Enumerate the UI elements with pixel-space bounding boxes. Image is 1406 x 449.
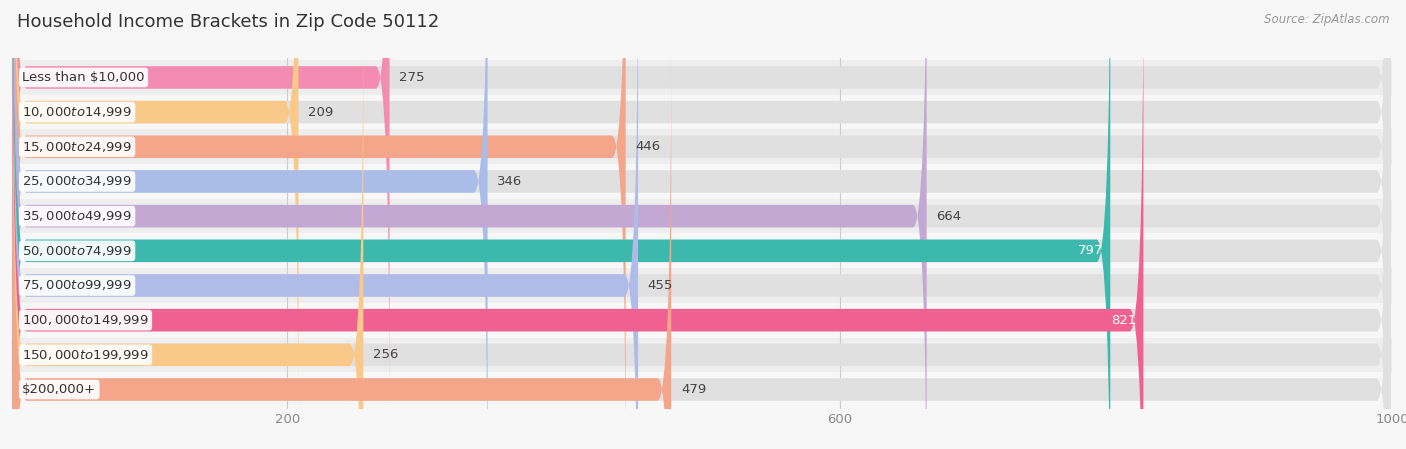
Text: 275: 275 bbox=[399, 71, 425, 84]
FancyBboxPatch shape bbox=[13, 0, 626, 449]
Bar bbox=[11, 129, 1392, 164]
Text: $15,000 to $24,999: $15,000 to $24,999 bbox=[22, 140, 132, 154]
Bar bbox=[11, 372, 1392, 407]
FancyBboxPatch shape bbox=[13, 0, 1391, 449]
FancyBboxPatch shape bbox=[13, 0, 1391, 449]
Bar bbox=[11, 338, 1392, 372]
FancyBboxPatch shape bbox=[13, 0, 1111, 449]
Text: 256: 256 bbox=[373, 348, 398, 361]
Text: $200,000+: $200,000+ bbox=[22, 383, 96, 396]
FancyBboxPatch shape bbox=[13, 0, 1391, 449]
Text: $35,000 to $49,999: $35,000 to $49,999 bbox=[22, 209, 132, 223]
Bar bbox=[11, 233, 1392, 268]
Bar bbox=[11, 164, 1392, 199]
FancyBboxPatch shape bbox=[13, 19, 1391, 449]
Text: $75,000 to $99,999: $75,000 to $99,999 bbox=[22, 278, 132, 292]
Text: 346: 346 bbox=[498, 175, 523, 188]
FancyBboxPatch shape bbox=[13, 0, 1391, 449]
Text: 797: 797 bbox=[1078, 244, 1104, 257]
Text: $50,000 to $74,999: $50,000 to $74,999 bbox=[22, 244, 132, 258]
Text: $10,000 to $14,999: $10,000 to $14,999 bbox=[22, 105, 132, 119]
FancyBboxPatch shape bbox=[13, 0, 1143, 449]
FancyBboxPatch shape bbox=[13, 0, 1391, 413]
FancyBboxPatch shape bbox=[13, 0, 298, 448]
FancyBboxPatch shape bbox=[13, 19, 363, 449]
Bar bbox=[11, 60, 1392, 95]
FancyBboxPatch shape bbox=[13, 0, 389, 413]
FancyBboxPatch shape bbox=[13, 0, 1391, 448]
Text: Less than $10,000: Less than $10,000 bbox=[22, 71, 145, 84]
Bar bbox=[11, 268, 1392, 303]
FancyBboxPatch shape bbox=[13, 0, 1391, 449]
Text: Source: ZipAtlas.com: Source: ZipAtlas.com bbox=[1264, 13, 1389, 26]
FancyBboxPatch shape bbox=[13, 54, 671, 449]
Text: $150,000 to $199,999: $150,000 to $199,999 bbox=[22, 348, 149, 362]
Text: $25,000 to $34,999: $25,000 to $34,999 bbox=[22, 175, 132, 189]
FancyBboxPatch shape bbox=[13, 0, 927, 449]
Bar bbox=[11, 95, 1392, 129]
FancyBboxPatch shape bbox=[13, 54, 1391, 449]
Text: 455: 455 bbox=[648, 279, 673, 292]
Text: 664: 664 bbox=[936, 210, 962, 223]
Text: 209: 209 bbox=[308, 106, 333, 119]
FancyBboxPatch shape bbox=[13, 0, 1391, 449]
Text: Household Income Brackets in Zip Code 50112: Household Income Brackets in Zip Code 50… bbox=[17, 13, 439, 31]
Text: 479: 479 bbox=[681, 383, 706, 396]
Text: 446: 446 bbox=[636, 140, 661, 153]
FancyBboxPatch shape bbox=[13, 0, 638, 449]
Text: 821: 821 bbox=[1111, 314, 1136, 327]
Bar bbox=[11, 303, 1392, 338]
Text: $100,000 to $149,999: $100,000 to $149,999 bbox=[22, 313, 149, 327]
Bar bbox=[11, 199, 1392, 233]
FancyBboxPatch shape bbox=[13, 0, 488, 449]
